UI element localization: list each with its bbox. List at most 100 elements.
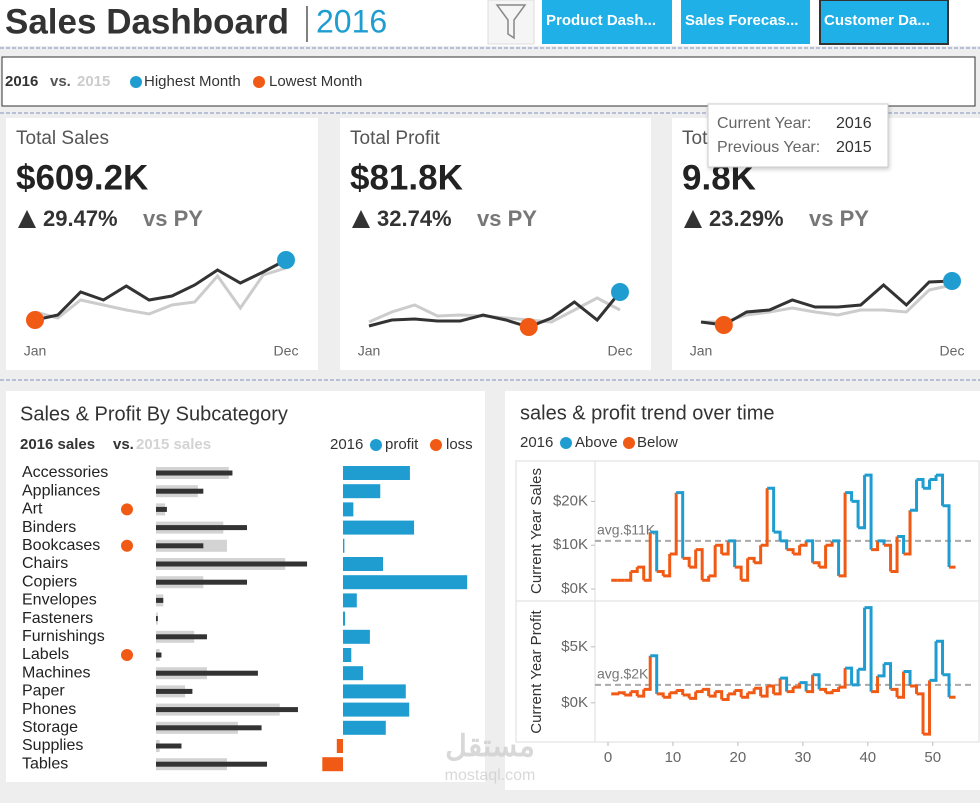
- profit-bar: [343, 557, 384, 571]
- step-segment: [799, 540, 808, 547]
- dashboard-year: 2016: [316, 3, 387, 39]
- bar-current: [156, 761, 268, 767]
- bar-current: [156, 670, 258, 676]
- category-label: Envelopes: [22, 592, 97, 609]
- filter-box[interactable]: [487, 0, 535, 45]
- category-label: Supplies: [22, 737, 83, 754]
- step-segment: [624, 571, 633, 582]
- y-axis-title: Current Year Sales: [528, 468, 545, 594]
- nav-button-label[interactable]: Sales Forecas...: [685, 12, 798, 29]
- up-arrow: [352, 210, 370, 228]
- legend-dot: [130, 76, 142, 88]
- category-label: Labels: [22, 646, 69, 663]
- lowest-dot: [26, 311, 44, 329]
- step-segment: [734, 565, 743, 581]
- step-segment: [864, 473, 873, 550]
- tooltip-label: Previous Year:: [717, 139, 820, 156]
- step-segment: [799, 681, 808, 692]
- x-tick-label: 40: [859, 749, 876, 766]
- step-segment: [689, 691, 698, 700]
- bar-current: [156, 579, 247, 585]
- tooltip-value: 2015: [836, 139, 872, 156]
- nav-button[interactable]: [819, 0, 949, 45]
- bar-current: [156, 652, 162, 658]
- subtitle-current: 2016 sales: [20, 436, 95, 453]
- highest-dot: [943, 272, 961, 290]
- category-label: Bookcases: [22, 537, 100, 554]
- step-segment: [929, 641, 938, 682]
- legend-title: 2016: [520, 434, 553, 451]
- step-segment: [793, 682, 802, 689]
- watermark: مستقل: [445, 730, 535, 763]
- step-segment: [877, 663, 886, 678]
- step-segment: [897, 534, 906, 554]
- bar-current: [156, 506, 167, 512]
- step-segment: [845, 666, 854, 685]
- legend-vs: vs.: [50, 73, 71, 90]
- step-segment: [715, 690, 724, 700]
- step-segment: [721, 693, 730, 701]
- legend-previous: 2015: [77, 73, 110, 90]
- bar-current: [156, 543, 204, 549]
- step-segment: [897, 671, 906, 699]
- x-tick-label: Jan: [24, 343, 47, 359]
- legend-label: Above: [575, 434, 618, 451]
- step-segment: [773, 678, 782, 696]
- nav-button[interactable]: [542, 0, 672, 44]
- filter-button[interactable]: [487, 0, 535, 45]
- sparkline: [701, 283, 953, 324]
- step-segment: [819, 545, 828, 569]
- step-segment: [903, 669, 912, 686]
- profit-bar: [336, 739, 343, 753]
- step-segment: [767, 486, 776, 533]
- subtitle-vs: vs.: [113, 436, 134, 453]
- highest-dot: [277, 251, 295, 269]
- category-label: Paper: [22, 683, 65, 700]
- category-label: Furnishings: [22, 628, 105, 645]
- kpi-change: 29.47%: [43, 206, 118, 231]
- profit-bar: [343, 684, 406, 699]
- filter-icon[interactable]: [495, 4, 527, 40]
- step-segment: [819, 687, 828, 693]
- category-label: Copiers: [22, 573, 77, 590]
- nav-button[interactable]: [681, 0, 810, 44]
- bar-current: [156, 597, 164, 603]
- step-segment: [708, 545, 717, 578]
- average-label: avg.$2K: [597, 666, 649, 682]
- legend-label: loss: [446, 436, 473, 453]
- profit-bar: [343, 502, 354, 517]
- y-tick-label: $10K: [553, 536, 588, 553]
- step-segment: [760, 686, 769, 698]
- x-tick-label: Dec: [940, 343, 965, 359]
- category-label: Tables: [22, 755, 68, 772]
- legend-title: 2016: [330, 436, 363, 453]
- step-segment: [780, 539, 789, 550]
- step-segment: [864, 606, 873, 692]
- nav-button-label[interactable]: Product Dash...: [546, 12, 656, 29]
- category-label: Chairs: [22, 555, 68, 572]
- step-segment: [838, 492, 847, 578]
- kpi-card: [6, 118, 318, 370]
- bar-current: [156, 688, 193, 694]
- flag-dot: [121, 649, 133, 661]
- step-segment: [695, 548, 704, 581]
- watermark: mostaql.com: [445, 767, 536, 784]
- profit-bar: [343, 629, 370, 644]
- step-segment: [773, 530, 782, 541]
- highest-dot: [611, 283, 629, 301]
- legend-bar: [1, 56, 976, 107]
- step-segment: [767, 684, 776, 694]
- step-segment: [890, 536, 899, 574]
- step-segment: [650, 654, 659, 694]
- category-label: Binders: [22, 519, 76, 536]
- profit-bar: [343, 520, 415, 535]
- nav-button-label[interactable]: Customer Da...: [824, 12, 930, 29]
- profit-bar: [343, 648, 352, 662]
- sparkline: [368, 291, 622, 329]
- bar-current: [156, 616, 158, 622]
- chart-title: sales & profit trend over time: [520, 402, 775, 424]
- step-segment: [890, 687, 899, 698]
- legend-label: Below: [637, 434, 678, 451]
- y-tick-label: $0K: [561, 580, 588, 597]
